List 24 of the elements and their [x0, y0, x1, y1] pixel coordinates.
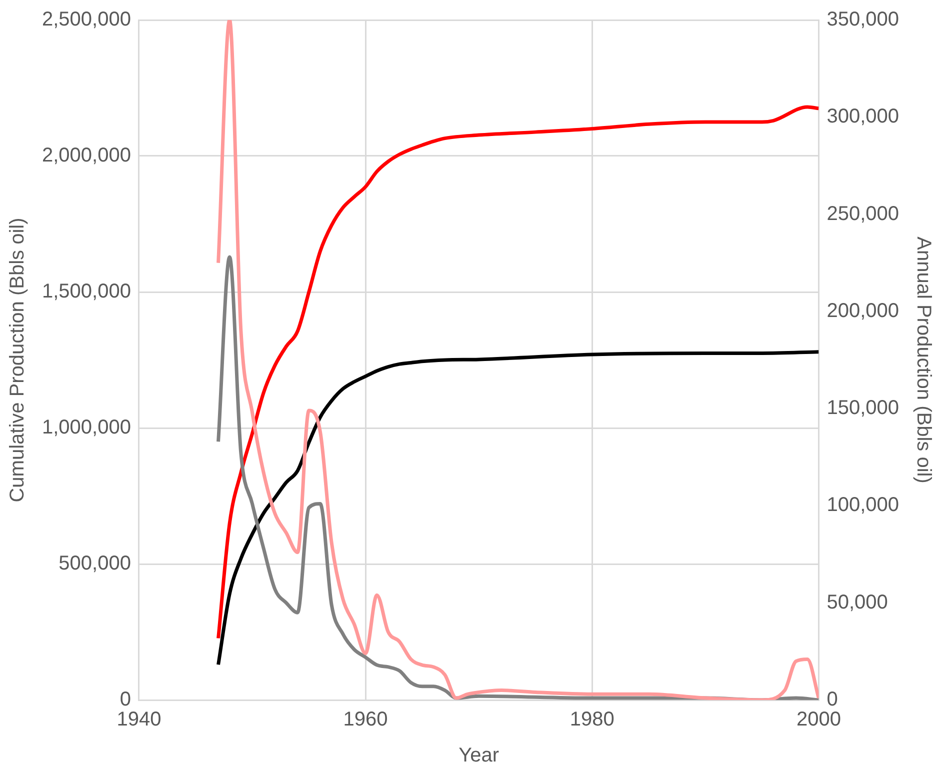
y2-tick-label: 350,000 — [826, 8, 899, 31]
y-tick-label: 2,500,000 — [42, 8, 131, 31]
y-tick-label: 1,500,000 — [42, 280, 131, 303]
y2-tick-label: 300,000 — [826, 106, 899, 128]
y-tick-label: 1,000,000 — [42, 416, 131, 439]
y2-tick-label: 100,000 — [826, 494, 899, 516]
x-tick-label: 2000 — [796, 708, 841, 731]
line-series — [216, 105, 819, 640]
y2-tick-label: 50,000 — [826, 591, 888, 614]
y2-tick-label: 200,000 — [826, 300, 899, 322]
y2-tick-label: 0 — [826, 688, 838, 711]
line-series — [216, 350, 819, 666]
x-tick-label: 1960 — [343, 708, 388, 731]
x-axis-title: Year — [458, 744, 500, 767]
y2-tick-label: 150,000 — [826, 397, 899, 420]
y-tick-label: 0 — [120, 688, 131, 711]
y2-axis-title: Annual Production (Bbls oil) — [912, 236, 934, 484]
x-tick-label: 1940 — [116, 708, 162, 731]
x-tick-label: 1980 — [570, 708, 614, 731]
line-series — [216, 255, 819, 700]
y-axis-title: Cumulative Production (Bbls oil) — [6, 218, 29, 502]
y2-tick-label: 250,000 — [826, 202, 899, 225]
y-tick-label: 2,000,000 — [42, 144, 131, 167]
y-tick-label: 500,000 — [58, 552, 131, 575]
